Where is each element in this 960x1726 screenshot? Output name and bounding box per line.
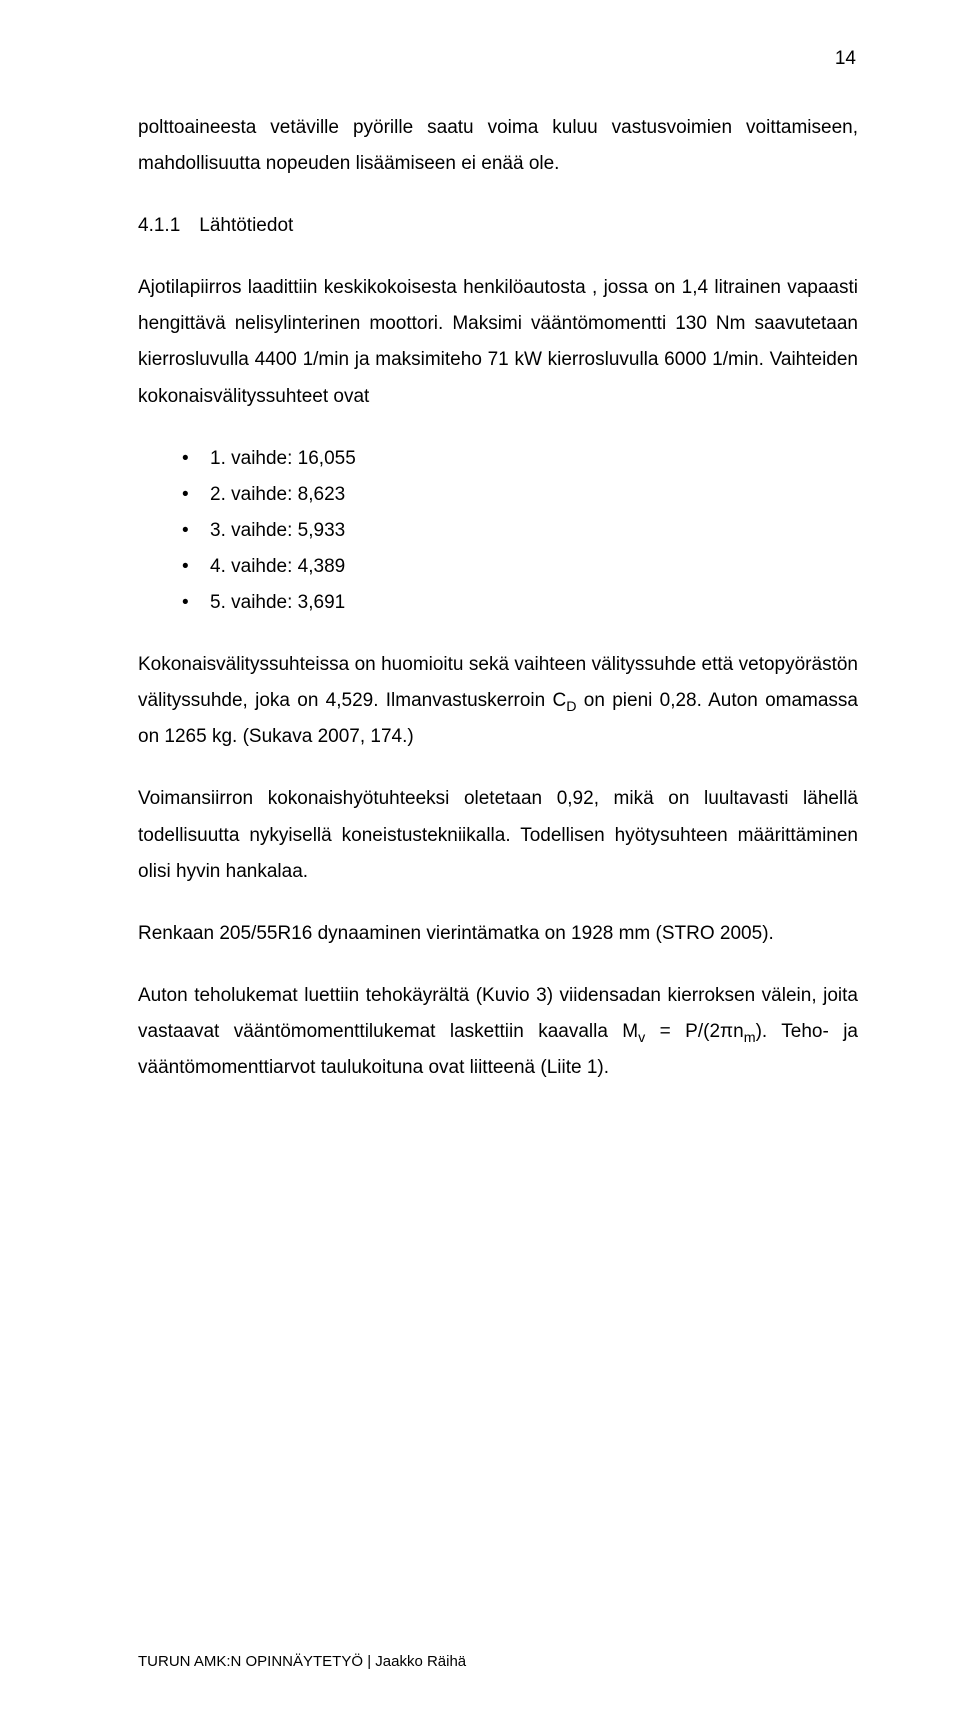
paragraph-ajotilapiirros: Ajotilapiirros laadittiin keskikokoisest…: [138, 270, 858, 414]
page-content: polttoaineesta vetäville pyörille saatu …: [138, 110, 858, 1112]
list-item: 5. vaihde: 3,691: [182, 585, 858, 621]
page: 14 polttoaineesta vetäville pyörille saa…: [0, 0, 960, 1726]
footer-text: TURUN AMK:N OPINNÄYTETYÖ | Jaakko Räihä: [138, 1653, 466, 1670]
heading-4-1-1: 4.1.1 Lähtötiedot: [138, 208, 858, 244]
list-item: 4. vaihde: 4,389: [182, 549, 858, 585]
text-run: = P/(2πn: [645, 1021, 743, 1042]
subscript: m: [744, 1030, 756, 1046]
gear-ratio-list: 1. vaihde: 16,055 2. vaihde: 8,623 3. va…: [138, 441, 858, 621]
paragraph-teho: Auton teholukemat luettiin tehokäyrältä …: [138, 978, 858, 1086]
subscript: D: [566, 699, 576, 715]
paragraph-voimansiirto: Voimansiirron kokonaishyötuhteeksi olete…: [138, 781, 858, 889]
paragraph-rengas: Renkaan 205/55R16 dynaaminen vierintämat…: [138, 916, 858, 952]
paragraph-kokonais: Kokonaisvälityssuhteissa on huomioitu se…: [138, 647, 858, 755]
list-item: 2. vaihde: 8,623: [182, 477, 858, 513]
page-number: 14: [835, 48, 856, 70]
list-item: 3. vaihde: 5,933: [182, 513, 858, 549]
list-item: 1. vaihde: 16,055: [182, 441, 858, 477]
paragraph-intro: polttoaineesta vetäville pyörille saatu …: [138, 110, 858, 182]
